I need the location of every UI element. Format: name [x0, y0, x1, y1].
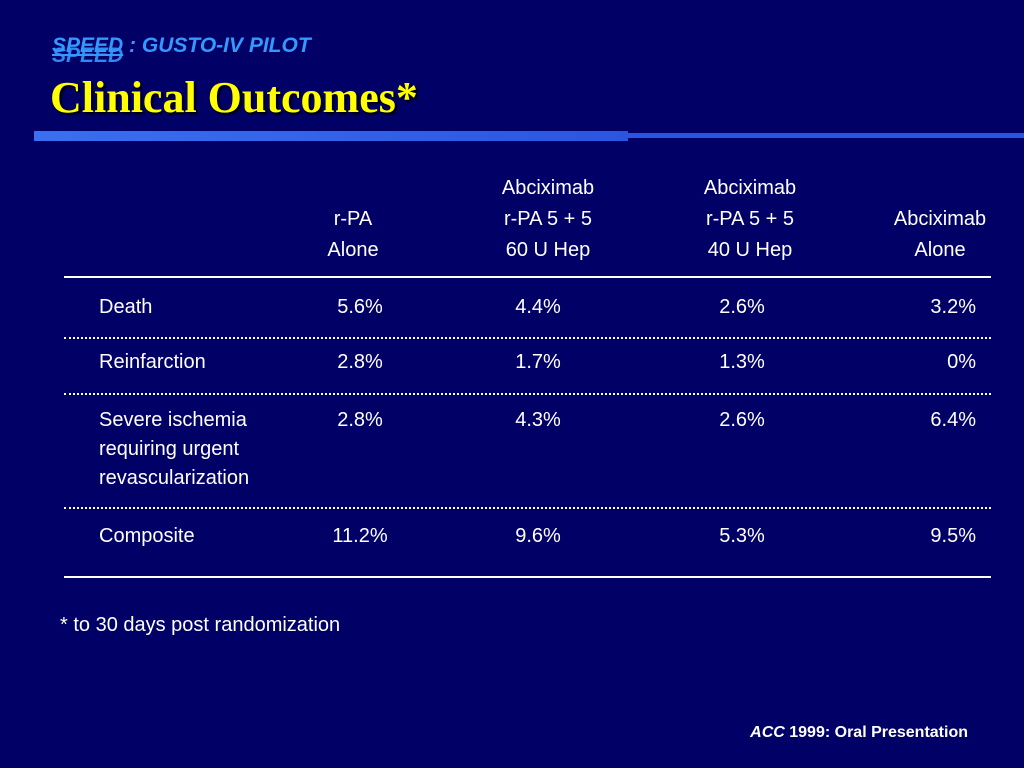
source-detail: 1999: Oral Presentation	[784, 724, 968, 741]
supertitle-speed: SPEED	[52, 34, 124, 57]
title-underline-bar-thin	[628, 133, 1024, 138]
cell-death-abx-alone: 3.2%	[930, 296, 976, 318]
column-header-abciximab-40u: Abciximab r-PA 5 + 5 40 U Hep	[670, 173, 830, 266]
column-header-rpa-alone: r-PA Alone	[303, 204, 403, 266]
supertitle-rest: : GUSTO-IV PILOT	[123, 34, 311, 57]
header-line: Abciximab	[501, 177, 595, 199]
header-line: 60 U Hep	[505, 239, 591, 261]
cell-composite-abx60: 9.6%	[515, 525, 561, 547]
column-header-abciximab-60u: Abciximab r-PA 5 + 5 60 U Hep	[468, 173, 628, 266]
row-divider	[64, 393, 991, 395]
row-label-composite: Composite	[99, 525, 195, 547]
header-line: Alone	[914, 239, 966, 261]
cell-composite-abx-alone: 9.5%	[930, 525, 976, 547]
cell-reinfarction-abx60: 1.7%	[515, 351, 561, 373]
cell-reinfarction-abx40: 1.3%	[719, 351, 765, 373]
row-divider	[64, 507, 991, 509]
row-label-line: revascularization	[99, 467, 250, 489]
slide-title: Clinical Outcomes*	[50, 73, 418, 122]
cell-ischemia-abx40: 2.6%	[719, 409, 765, 431]
cell-reinfarction-abx-alone: 0%	[947, 351, 976, 373]
supertitle-speed-ghost: SPEED	[52, 44, 124, 67]
header-line: Alone	[327, 239, 379, 261]
row-label-reinfarction: Reinfarction	[99, 351, 206, 373]
cell-death-abx40: 2.6%	[719, 296, 765, 318]
row-label-line: requiring urgent	[99, 438, 240, 460]
column-header-abciximab-alone: Abciximab Alone	[870, 204, 1010, 266]
source-citation: ACC 1999: Oral Presentation	[750, 724, 968, 742]
footnote: * to 30 days post randomization	[60, 614, 341, 636]
cell-reinfarction-rpa: 2.8%	[337, 351, 383, 373]
source-journal: ACC	[750, 724, 785, 741]
row-label-line: Severe ischemia	[99, 409, 247, 431]
table-bottom-rule	[64, 576, 991, 578]
cell-ischemia-abx-alone: 6.4%	[930, 409, 976, 431]
cell-ischemia-rpa: 2.8%	[337, 409, 383, 431]
header-line: Abciximab	[703, 177, 797, 199]
cell-death-rpa: 5.6%	[337, 296, 383, 318]
cell-ischemia-abx60: 4.3%	[515, 409, 561, 431]
title-underline-bar	[34, 131, 628, 141]
header-line: r-PA 5 + 5	[503, 208, 592, 230]
cell-composite-rpa: 11.2%	[332, 525, 388, 547]
row-label-death: Death	[99, 296, 153, 318]
table-top-rule	[64, 276, 991, 278]
header-line: r-PA 5 + 5	[705, 208, 794, 230]
slide-supertitle: SPEED SPEED : GUSTO-IV PILOT	[52, 34, 311, 67]
header-line: 40 U Hep	[707, 239, 793, 261]
cell-composite-abx40: 5.3%	[719, 525, 765, 547]
row-divider	[64, 337, 991, 339]
row-label-severe-ischemia: Severe ischemia requiring urgent revascu…	[99, 406, 249, 493]
header-line: r-PA	[333, 208, 373, 230]
header-line: Abciximab	[893, 208, 987, 230]
cell-death-abx60: 4.4%	[515, 296, 561, 318]
